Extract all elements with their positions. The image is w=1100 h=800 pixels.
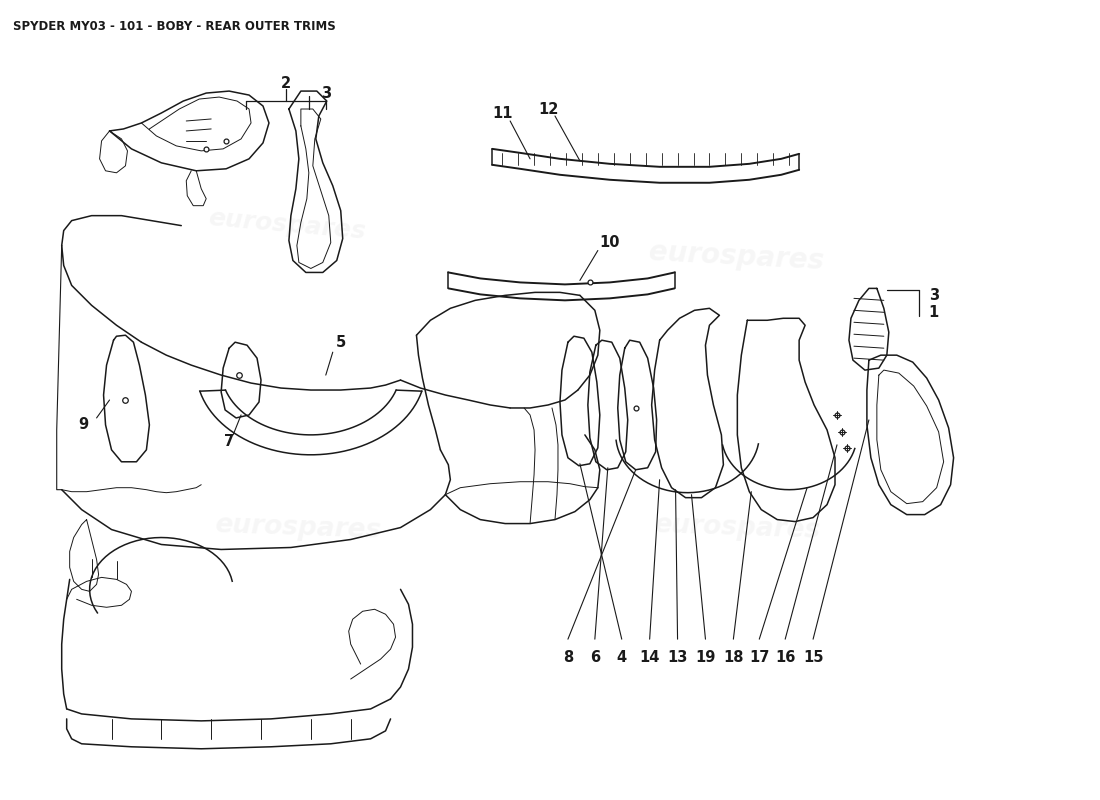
Text: 13: 13 bbox=[668, 650, 688, 665]
Text: 5: 5 bbox=[336, 334, 345, 350]
Text: 1: 1 bbox=[928, 305, 939, 320]
Text: 10: 10 bbox=[600, 235, 620, 250]
Text: 17: 17 bbox=[749, 650, 770, 665]
Text: 2: 2 bbox=[280, 76, 292, 90]
Text: 6: 6 bbox=[590, 650, 600, 665]
Text: 19: 19 bbox=[695, 650, 716, 665]
Text: 15: 15 bbox=[803, 650, 823, 665]
Text: 18: 18 bbox=[723, 650, 744, 665]
Text: 9: 9 bbox=[78, 418, 89, 433]
Text: 3: 3 bbox=[321, 86, 331, 101]
Text: 3: 3 bbox=[928, 288, 938, 303]
Text: 7: 7 bbox=[224, 434, 234, 450]
Text: SPYDER MY03 - 101 - BOBY - REAR OUTER TRIMS: SPYDER MY03 - 101 - BOBY - REAR OUTER TR… bbox=[13, 20, 335, 33]
Text: 16: 16 bbox=[776, 650, 795, 665]
Text: 11: 11 bbox=[492, 106, 513, 121]
Text: eurospares: eurospares bbox=[207, 206, 366, 243]
Text: eurospares: eurospares bbox=[652, 512, 821, 543]
Text: eurospares: eurospares bbox=[214, 512, 382, 543]
Text: 4: 4 bbox=[617, 650, 627, 665]
Text: 8: 8 bbox=[563, 650, 573, 665]
Text: 14: 14 bbox=[639, 650, 660, 665]
Text: 12: 12 bbox=[538, 102, 558, 117]
Text: eurospares: eurospares bbox=[648, 238, 825, 275]
